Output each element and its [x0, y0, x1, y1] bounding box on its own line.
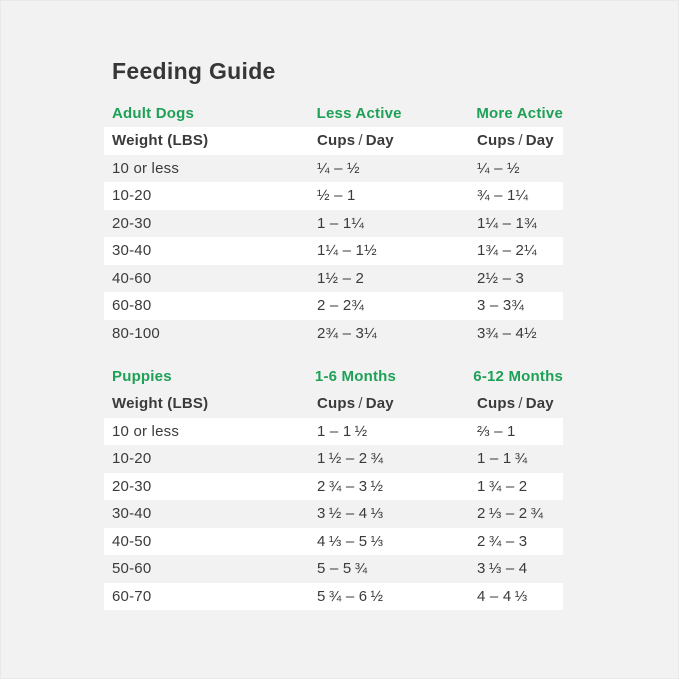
page-title: Feeding Guide — [112, 58, 276, 84]
table-row: 80-100 2¾ – 3¼ 3¾ – 4½ — [104, 320, 563, 348]
table-row: 60-70 5 ¾ – 6 ½ 4 – 4 ⅓ — [104, 582, 563, 610]
less-active-cell: ¼ – ½ — [317, 159, 360, 177]
slash: / — [358, 395, 363, 413]
table-row: 20-30 1 – 1¼ 1¼ – 1¾ — [104, 210, 563, 238]
cups-word: Cups — [477, 132, 516, 150]
more-active-cell: 2½ – 3 — [477, 269, 525, 287]
table-row: 30-40 1¼ – 1½ 1¾ – 2¼ — [104, 237, 563, 265]
weight-cell: 10-20 — [112, 450, 152, 468]
table-row: 60-80 2 – 2¾ 3 – 3¾ — [104, 292, 563, 320]
slash: / — [358, 132, 363, 150]
months-1-6-cell: 1 ½ – 2 ¾ — [317, 450, 384, 468]
months-1-6-cell: 3 ½ – 4 ⅓ — [317, 505, 384, 523]
cups-word: Cups — [317, 132, 356, 150]
weight-cell: 20-30 — [112, 477, 152, 495]
less-active-cell: 1 – 1¼ — [317, 214, 365, 232]
more-active-cell: 1¾ – 2¼ — [477, 242, 537, 260]
section-label: Puppies — [112, 368, 172, 385]
months-1-6-cell: 1 – 1 ½ — [317, 422, 368, 440]
more-active-cell: 3¾ – 4½ — [477, 324, 537, 342]
more-active-cell: 3 – 3¾ — [477, 297, 525, 315]
months-6-12-cell: 4 – 4 ⅓ — [477, 587, 528, 605]
months-6-12-cell: 1 ¾ – 2 — [477, 477, 528, 495]
cups-per-day-header: Cups / Day — [309, 132, 469, 149]
weight-header: Weight (LBS) — [112, 395, 209, 413]
weight-cell: 60-80 — [112, 297, 152, 315]
column-header-row: Weight (LBS) Cups / Day Cups / Day — [104, 390, 563, 418]
table-row: 50-60 5 – 5 ¾ 3 ⅓ – 4 — [104, 555, 563, 583]
cups-word: Cups — [317, 395, 356, 413]
table-row: 40-50 4 ⅓ – 5 ⅓ 2 ¾ – 3 — [104, 527, 563, 555]
more-active-cell: ¾ – 1¼ — [477, 187, 529, 205]
day-word: Day — [525, 132, 554, 150]
weight-cell: 30-40 — [112, 242, 152, 260]
day-word: Day — [365, 132, 394, 150]
day-word: Day — [365, 395, 394, 413]
slash: / — [518, 395, 523, 413]
months-1-6-cell: 4 ⅓ – 5 ⅓ — [317, 532, 384, 550]
months-6-12-cell: 2 ¾ – 3 — [477, 532, 528, 550]
weight-cell: 10-20 — [112, 187, 152, 205]
cups-word: Cups — [477, 395, 516, 413]
weight-cell: 40-50 — [112, 532, 152, 550]
table-row: 10 or less ¼ – ½ ¼ – ½ — [104, 155, 563, 183]
more-active-cell: ¼ – ½ — [477, 159, 520, 177]
less-active-cell: 1½ – 2 — [317, 269, 365, 287]
weight-header: Weight (LBS) — [112, 132, 209, 150]
adult-dogs-table: Adult Dogs Less Active More Active Weigh… — [104, 100, 563, 347]
section-label: Adult Dogs — [112, 105, 194, 122]
less-active-cell: 2 – 2¾ — [317, 297, 365, 315]
less-active-cell: ½ – 1 — [317, 187, 356, 205]
section-header-row: Adult Dogs Less Active More Active — [104, 100, 563, 127]
months-1-6-cell: 5 – 5 ¾ — [317, 560, 368, 578]
day-word: Day — [525, 395, 554, 413]
column-header-row: Weight (LBS) Cups / Day Cups / Day — [104, 127, 563, 155]
table-row: 10 or less 1 – 1 ½ ⅔ – 1 — [104, 417, 563, 445]
puppies-table: Puppies 1-6 Months 6-12 Months Weight (L… — [104, 363, 563, 610]
less-active-cell: 1¼ – 1½ — [317, 242, 377, 260]
slash: / — [518, 132, 523, 150]
months-6-12-cell: 1 – 1 ¾ — [477, 450, 528, 468]
weight-cell: 40-60 — [112, 269, 152, 287]
table-row: 40-60 1½ – 2 2½ – 3 — [104, 265, 563, 293]
column-label-1-6-months: 1-6 Months — [314, 368, 397, 385]
more-active-cell: 1¼ – 1¾ — [477, 214, 537, 232]
table-row: 10-20 1 ½ – 2 ¾ 1 – 1 ¾ — [104, 445, 563, 473]
months-6-12-cell: ⅔ – 1 — [477, 422, 516, 440]
weight-cell: 50-60 — [112, 560, 152, 578]
weight-cell: 30-40 — [112, 505, 152, 523]
cups-per-day-header: Cups / Day — [309, 395, 469, 412]
months-1-6-cell: 5 ¾ – 6 ½ — [317, 587, 384, 605]
months-6-12-cell: 3 ⅓ – 4 — [477, 560, 528, 578]
table-row: 10-20 ½ – 1 ¾ – 1¼ — [104, 182, 563, 210]
table-row: 30-40 3 ½ – 4 ⅓ 2 ⅓ – 2 ¾ — [104, 500, 563, 528]
column-label-6-12-months: 6-12 Months — [473, 368, 563, 385]
column-label-more-active: More Active — [476, 105, 563, 122]
weight-cell: 80-100 — [112, 324, 160, 342]
weight-cell: 10 or less — [112, 422, 180, 440]
weight-cell: 60-70 — [112, 587, 152, 605]
less-active-cell: 2¾ – 3¼ — [317, 324, 377, 342]
column-label-less-active: Less Active — [316, 105, 402, 122]
months-1-6-cell: 2 ¾ – 3 ½ — [317, 477, 384, 495]
weight-cell: 20-30 — [112, 214, 152, 232]
cups-per-day-header: Cups / Day — [469, 132, 563, 149]
section-header-row: Puppies 1-6 Months 6-12 Months — [104, 363, 563, 390]
weight-cell: 10 or less — [112, 159, 180, 177]
months-6-12-cell: 2 ⅓ – 2 ¾ — [477, 505, 544, 523]
cups-per-day-header: Cups / Day — [469, 395, 563, 412]
table-row: 20-30 2 ¾ – 3 ½ 1 ¾ – 2 — [104, 472, 563, 500]
